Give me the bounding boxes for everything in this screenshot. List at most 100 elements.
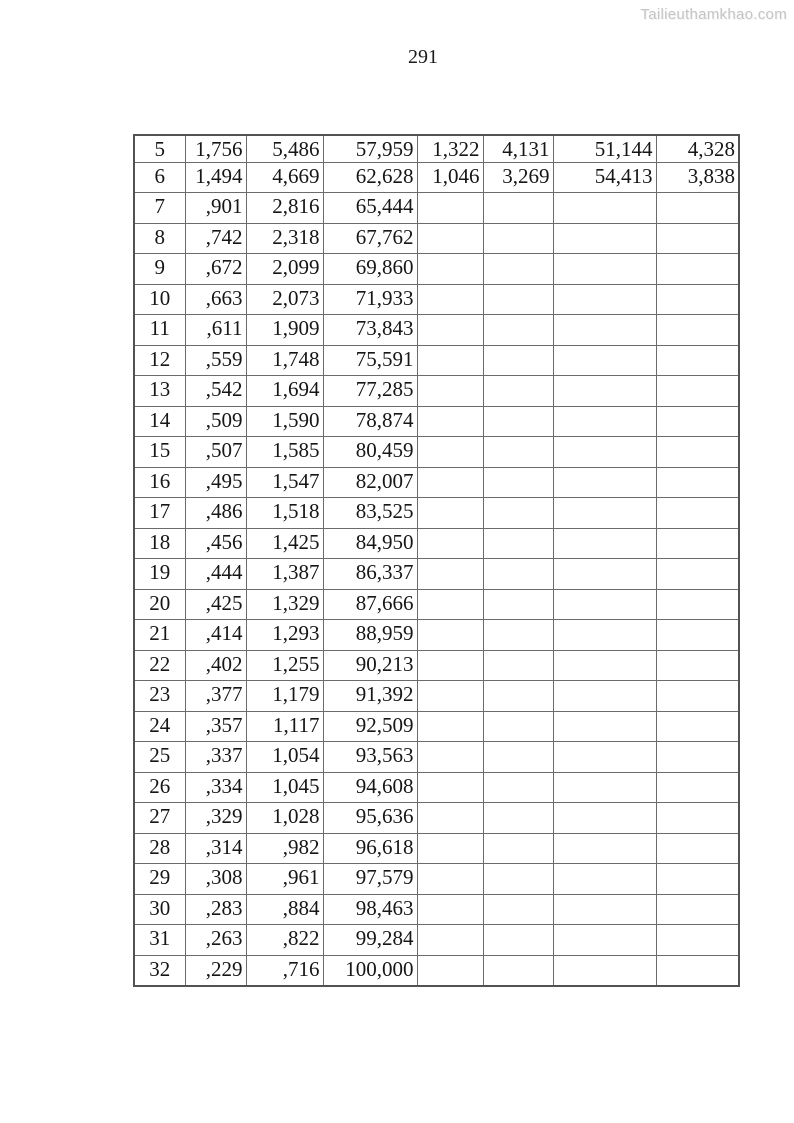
value-cell: ,901 <box>184 192 247 224</box>
value-cell <box>655 619 740 651</box>
value-cell: 1,329 <box>245 588 324 620</box>
value-cell: 62,628 <box>322 161 418 193</box>
row-number-cell: 14 <box>133 405 186 437</box>
value-cell <box>552 588 657 620</box>
value-cell <box>655 558 740 590</box>
value-cell: ,334 <box>184 771 247 803</box>
value-cell: 77,285 <box>322 375 418 407</box>
value-cell <box>655 649 740 681</box>
value-cell <box>655 527 740 559</box>
value-cell <box>552 466 657 498</box>
table-row: 22,402 1,255 90,213 <box>133 649 740 681</box>
value-cell <box>482 527 554 559</box>
row-number-cell: 5 <box>133 134 186 163</box>
table-row: 17,486 1,518 83,525 <box>133 497 740 529</box>
value-cell <box>552 527 657 559</box>
row-number-cell: 15 <box>133 436 186 468</box>
value-cell <box>552 253 657 285</box>
value-cell <box>552 192 657 224</box>
table-row: 31,263,822 99,284 <box>133 924 740 956</box>
table-row: 26,334 1,045 94,608 <box>133 771 740 803</box>
value-cell: 100,000 <box>322 954 418 986</box>
value-cell: ,509 <box>184 405 247 437</box>
value-cell: 91,392 <box>322 680 418 712</box>
value-cell <box>482 710 554 742</box>
row-number-cell: 17 <box>133 497 186 529</box>
table-row: 12,559 1,748 75,591 <box>133 344 740 376</box>
value-cell: 4,131 <box>482 134 554 163</box>
table-row: 24,357 1,117 92,509 <box>133 710 740 742</box>
value-cell <box>482 680 554 712</box>
value-cell <box>552 375 657 407</box>
value-cell <box>655 222 740 254</box>
table-row: 6 1,494 4,669 62,628 1,046 3,269 54,413 3,838 <box>133 161 740 193</box>
value-cell <box>655 893 740 925</box>
value-cell <box>655 253 740 285</box>
value-cell: 71,933 <box>322 283 418 315</box>
value-cell <box>552 893 657 925</box>
value-cell <box>552 649 657 681</box>
value-cell <box>552 283 657 315</box>
table-row: 15,507 1,585 80,459 <box>133 436 740 468</box>
value-cell: 96,618 <box>322 832 418 864</box>
row-number-cell: 13 <box>133 375 186 407</box>
value-cell <box>655 375 740 407</box>
value-cell <box>416 802 484 834</box>
value-cell: 1,046 <box>416 161 484 193</box>
value-cell: ,486 <box>184 497 247 529</box>
value-cell <box>482 497 554 529</box>
value-cell <box>482 649 554 681</box>
table-row: 11,611 1,909 73,843 <box>133 314 740 346</box>
value-cell <box>482 222 554 254</box>
value-cell: ,402 <box>184 649 247 681</box>
value-cell <box>482 283 554 315</box>
value-cell: 3,838 <box>655 161 740 193</box>
value-cell <box>416 893 484 925</box>
value-cell <box>416 375 484 407</box>
value-cell <box>482 802 554 834</box>
value-cell <box>655 314 740 346</box>
value-cell: 4,669 <box>245 161 324 193</box>
value-cell: 1,748 <box>245 344 324 376</box>
value-cell: 98,463 <box>322 893 418 925</box>
table-row: 19,444 1,387 86,337 <box>133 558 740 590</box>
value-cell <box>655 924 740 956</box>
value-cell: 92,509 <box>322 710 418 742</box>
value-cell: ,716 <box>245 954 324 986</box>
value-cell: 95,636 <box>322 802 418 834</box>
value-cell: 2,099 <box>245 253 324 285</box>
value-cell: 3,269 <box>482 161 554 193</box>
value-cell: 1,547 <box>245 466 324 498</box>
value-cell <box>482 741 554 773</box>
value-cell <box>552 802 657 834</box>
table-row: 28,314,982 96,618 <box>133 832 740 864</box>
value-cell: 94,608 <box>322 771 418 803</box>
value-cell: 82,007 <box>322 466 418 498</box>
row-number-cell: 22 <box>133 649 186 681</box>
value-cell <box>416 497 484 529</box>
row-number-cell: 9 <box>133 253 186 285</box>
row-number-cell: 28 <box>133 832 186 864</box>
value-cell <box>482 588 554 620</box>
value-cell <box>482 619 554 651</box>
row-number-cell: 12 <box>133 344 186 376</box>
row-number-cell: 29 <box>133 863 186 895</box>
value-cell: 1,590 <box>245 405 324 437</box>
value-cell: ,414 <box>184 619 247 651</box>
value-cell: 78,874 <box>322 405 418 437</box>
value-cell: ,495 <box>184 466 247 498</box>
table-row: 8,742 2,318 67,762 <box>133 222 740 254</box>
value-cell <box>416 405 484 437</box>
row-number-cell: 10 <box>133 283 186 315</box>
value-cell <box>416 680 484 712</box>
value-cell: ,663 <box>184 283 247 315</box>
table-row: 16,495 1,547 82,007 <box>133 466 740 498</box>
watermark-text: Tailieuthamkhao.com <box>640 6 787 23</box>
value-cell <box>416 283 484 315</box>
value-cell: ,542 <box>184 375 247 407</box>
value-cell: 2,318 <box>245 222 324 254</box>
value-cell <box>482 192 554 224</box>
value-cell: 1,028 <box>245 802 324 834</box>
value-cell: ,377 <box>184 680 247 712</box>
